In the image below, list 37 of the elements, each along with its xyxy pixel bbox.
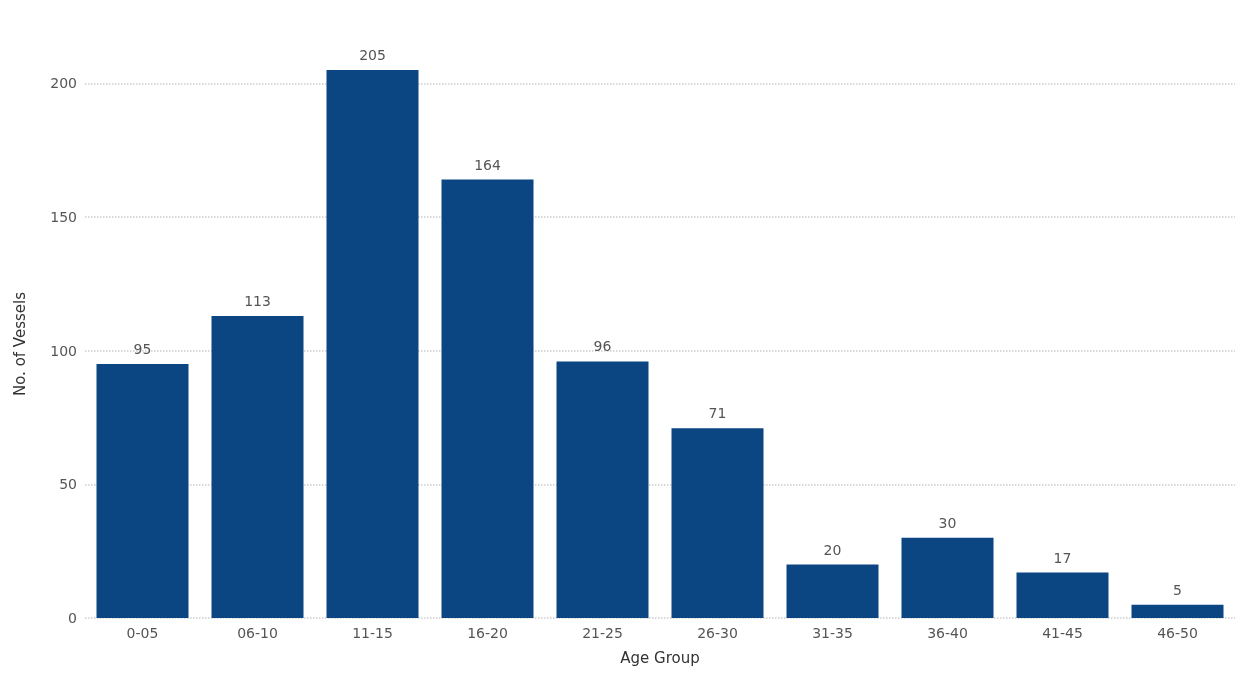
data-label: 17 — [1053, 549, 1072, 566]
y-tick-label: 0 — [68, 610, 77, 626]
bar — [326, 70, 419, 618]
x-tick-label: 16-20 — [467, 625, 508, 641]
data-label: 30 — [938, 514, 957, 531]
x-tick-label: 0-05 — [126, 625, 159, 641]
bar — [671, 428, 764, 618]
x-tick-label: 06-10 — [237, 625, 278, 641]
data-label: 20 — [823, 541, 842, 558]
y-tick-label: 100 — [50, 342, 77, 359]
data-label: 164 — [474, 156, 501, 173]
bar — [1016, 572, 1109, 618]
bar — [441, 179, 534, 618]
data-label: 95 — [133, 341, 152, 358]
bar — [901, 537, 994, 618]
x-tick-label: 31-35 — [812, 625, 853, 641]
data-label: 71 — [708, 405, 727, 422]
bar — [786, 564, 879, 618]
y-axis-title: No. of Vessels — [10, 291, 29, 397]
data-label: 205 — [359, 47, 386, 63]
x-tick-label: 21-25 — [582, 625, 623, 641]
x-tick-label: 41-45 — [1042, 625, 1083, 641]
data-label: 5 — [1173, 581, 1182, 598]
y-tick-label: 50 — [59, 476, 77, 493]
bar — [96, 364, 189, 618]
bar — [556, 361, 649, 618]
data-label: 96 — [593, 338, 612, 355]
x-tick-label: 36-40 — [927, 625, 968, 641]
y-tick-label: 150 — [50, 209, 77, 226]
data-label: 113 — [244, 292, 271, 309]
x-axis-title: Age Group — [620, 648, 700, 667]
x-tick-label: 46-50 — [1157, 625, 1198, 641]
x-tick-label: 11-15 — [352, 625, 393, 641]
y-tick-label: 200 — [50, 75, 77, 92]
bar — [211, 315, 304, 618]
x-tick-label: 26-30 — [697, 625, 738, 641]
bar — [1131, 604, 1224, 618]
